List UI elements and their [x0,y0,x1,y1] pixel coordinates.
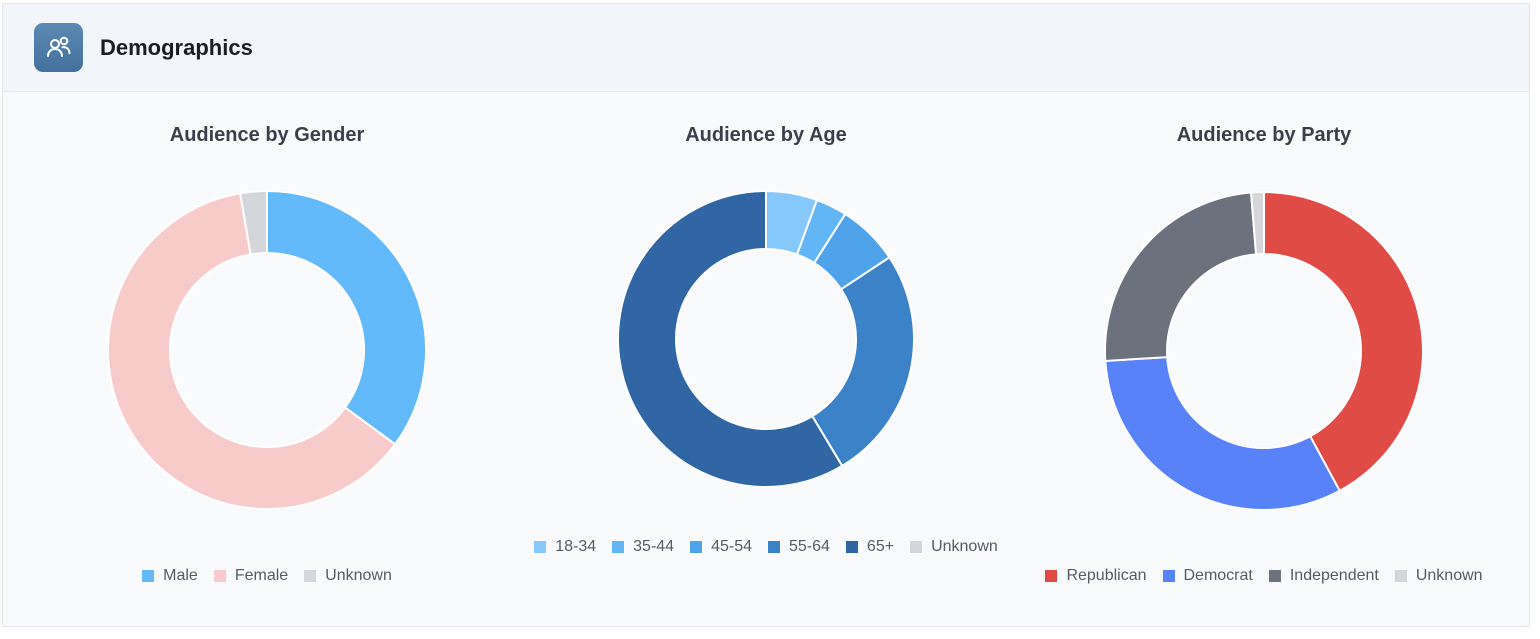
legend-swatch [845,540,858,553]
legend-label: 18-34 [555,538,597,555]
legend-item-male[interactable]: Male [142,566,198,585]
chart-legend: Male Female Unknown [17,566,517,585]
legend-swatch [1268,569,1281,582]
slice-independent[interactable] [1104,191,1258,363]
legend-label: Democrat [1183,567,1253,584]
legend-swatch [534,540,547,553]
chart-title: Audience by Age [685,124,847,146]
donut-svg [617,189,915,488]
chart-legend: 18-34 35-44 45-54 55-64 65+ Unknown [516,537,1016,556]
chart-title: Audience by Party [1176,124,1352,146]
slice-republican[interactable] [1263,190,1424,493]
users-icon [34,23,83,72]
demographics-panel: Demographics Audience by Gender Male Fema… [2,3,1530,627]
legend-item-female[interactable]: Female [213,566,289,585]
legend-label: 65+ [866,538,895,555]
legend-item-18-34[interactable]: 18-34 [534,537,596,556]
donut-svg [107,189,427,510]
donut-svg [1104,190,1424,511]
legend-label: Republican [1066,567,1147,584]
legend-swatch [304,569,317,582]
legend-item-65[interactable]: 65+ [845,537,895,556]
legend-label: 35-44 [633,538,675,555]
legend-swatch [1045,569,1058,582]
age-donut-chart: Audience by Age 18-34 35-44 45-54 55-64 65+ U… [516,92,1016,612]
legend-label: Unknown [931,538,998,555]
slice-democrat[interactable] [1104,356,1342,511]
legend-item-republican[interactable]: Republican [1045,566,1147,585]
legend-swatch [910,540,923,553]
legend-swatch [142,569,155,582]
slice-male[interactable] [266,189,427,446]
legend-item-unknown[interactable]: Unknown [910,537,998,556]
party-donut-chart: Audience by Party Republican Democrat Inde… [1014,92,1514,612]
chart-title: Audience by Gender [169,124,365,146]
legend-swatch [612,540,625,553]
legend-swatch [213,569,226,582]
legend-item-unknown[interactable]: Unknown [304,566,392,585]
slice-unknown[interactable] [239,189,268,256]
slice-unknown[interactable] [1249,190,1265,256]
panel-header: Demographics [3,4,1529,92]
legend-swatch [1394,569,1407,582]
legend-swatch [1162,569,1175,582]
legend-label: Female [234,567,289,584]
legend-label: Male [163,567,198,584]
legend-item-democrat[interactable]: Democrat [1162,566,1253,585]
legend-label: Independent [1289,567,1379,584]
slice-female[interactable] [107,192,397,510]
legend-item-45-54[interactable]: 45-54 [690,537,752,556]
legend-item-independent[interactable]: Independent [1268,566,1379,585]
slice-65[interactable] [617,189,844,488]
gender-donut-chart: Audience by Gender Male Female Unknown [17,92,517,612]
legend-label: 55-64 [789,538,830,555]
slice-55-64[interactable] [810,255,915,468]
legend-label: Unknown [325,567,392,584]
legend-item-55-64[interactable]: 55-64 [768,537,830,556]
legend-item-35-44[interactable]: 35-44 [612,537,674,556]
legend-swatch [768,540,780,553]
legend-label: 45-54 [711,538,752,555]
page-title: Demographics [100,35,253,60]
chart-legend: Republican Democrat Independent Unknown [1014,566,1514,585]
legend-item-unknown[interactable]: Unknown [1394,566,1483,585]
legend-label: Unknown [1415,567,1483,584]
legend-swatch [690,540,703,553]
